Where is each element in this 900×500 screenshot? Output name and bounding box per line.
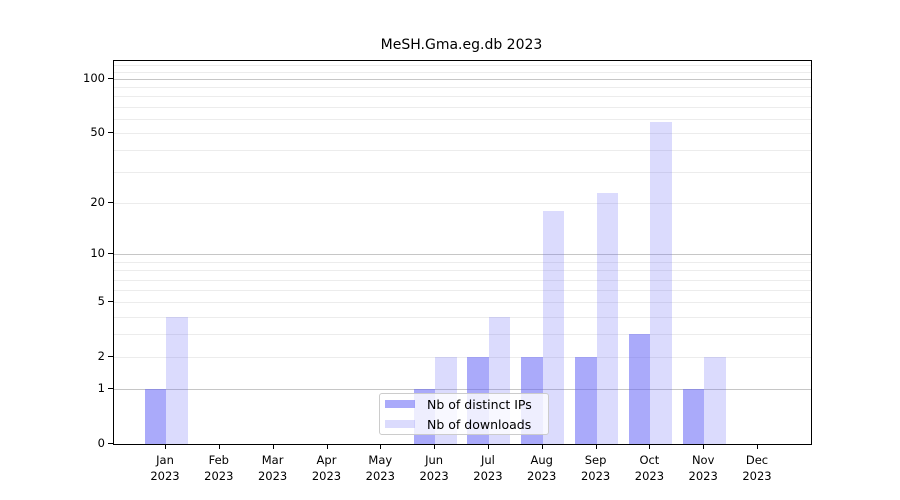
x-tick-label-jul: Jul 2023 xyxy=(473,453,503,483)
y-tick-2 xyxy=(108,356,113,358)
gridline-minor-80 xyxy=(114,96,811,98)
x-tick-feb xyxy=(218,444,220,449)
bar-oct-nb-of-downloads xyxy=(650,121,672,444)
gridline-minor-7 xyxy=(114,279,811,281)
gridline-minor-70 xyxy=(114,106,811,108)
gridline-minor-8 xyxy=(114,270,811,272)
plot-area: Nb of distinct IPs Nb of downloads xyxy=(113,60,812,445)
gridline-minor-6 xyxy=(114,290,811,292)
bars-layer xyxy=(114,61,811,444)
gridline-minor-60 xyxy=(114,118,811,120)
y-tick-label-10: 10 xyxy=(90,246,105,261)
x-tick-label-nov: Nov 2023 xyxy=(688,453,718,483)
y-tick-1 xyxy=(108,388,113,390)
gridline-major-100 xyxy=(114,79,811,80)
gridline-minor-3 xyxy=(114,334,811,336)
gridline-minor-20 xyxy=(114,203,811,205)
gridline-minor-9 xyxy=(114,261,811,263)
x-tick-label-oct: Oct 2023 xyxy=(634,453,665,483)
legend: Nb of distinct IPs Nb of downloads xyxy=(379,393,549,435)
bar-aug-nb-of-downloads xyxy=(542,211,565,444)
gridline-major-10 xyxy=(114,254,811,256)
y-tick-5 xyxy=(108,301,113,303)
x-tick-label-mar: Mar 2023 xyxy=(257,453,288,483)
gridline-minor-40 xyxy=(114,150,811,152)
y-tick-label-20: 20 xyxy=(90,195,105,210)
gridline-major-1 xyxy=(114,389,811,391)
y-tick-label-0: 0 xyxy=(97,436,105,450)
bar-jan-nb-of-downloads xyxy=(166,316,188,444)
gridline-minor-2 xyxy=(114,357,811,359)
bar-nov-nb-of-downloads xyxy=(704,357,726,444)
y-tick-50 xyxy=(108,132,113,133)
gridline-minor-90 xyxy=(114,87,811,89)
bar-jan-nb-of-distinct-ips xyxy=(144,389,166,444)
y-tick-label-50: 50 xyxy=(90,125,105,139)
y-tick-0 xyxy=(108,443,113,444)
x-tick-dec xyxy=(757,444,758,449)
x-tick-label-jan: Jan 2023 xyxy=(150,453,180,483)
y-tick-label-100: 100 xyxy=(83,71,105,85)
y-tick-10 xyxy=(108,253,113,255)
legend-label-downloads: Nb of downloads xyxy=(427,416,532,432)
x-tick-nov xyxy=(703,444,705,449)
y-tick-label-2: 2 xyxy=(97,349,105,364)
x-tick-mar xyxy=(272,444,274,449)
y-tick-20 xyxy=(108,202,113,204)
x-tick-apr xyxy=(326,444,328,449)
gridline-minor-30 xyxy=(114,172,811,174)
gridline-minor-50 xyxy=(114,133,811,134)
x-tick-label-jun: Jun 2023 xyxy=(419,453,449,483)
x-tick-label-sep: Sep 2023 xyxy=(580,453,611,483)
x-tick-label-feb: Feb 2023 xyxy=(204,453,234,483)
x-tick-oct xyxy=(649,444,651,449)
y-tick-100 xyxy=(108,78,113,79)
x-tick-jan xyxy=(165,444,166,449)
gridline-minor-5 xyxy=(114,302,811,304)
legend-label-distinct-ips: Nb of distinct IPs xyxy=(427,396,532,412)
x-tick-label-apr: Apr 2023 xyxy=(311,453,342,483)
legend-swatch-distinct-ips xyxy=(385,400,415,408)
legend-swatch-downloads xyxy=(385,420,415,428)
x-tick-label-aug: Aug 2023 xyxy=(527,453,557,483)
x-tick-jul xyxy=(487,444,489,449)
legend-item-downloads: Nb of downloads xyxy=(380,414,548,434)
x-tick-label-may: May 2023 xyxy=(365,453,395,483)
x-tick-jun xyxy=(434,444,436,449)
gridlines-layer xyxy=(114,61,811,444)
bar-nov-nb-of-distinct-ips xyxy=(682,389,705,444)
chart-title: MeSH.Gma.eg.db 2023 xyxy=(380,37,543,53)
bar-sep-nb-of-downloads xyxy=(596,192,619,444)
x-tick-aug xyxy=(541,444,543,449)
gridline-minor-4 xyxy=(114,316,811,318)
x-tick-label-dec: Dec 2023 xyxy=(742,453,772,483)
gridline-minor-110 xyxy=(114,71,811,73)
x-tick-may xyxy=(380,444,382,449)
y-tick-label-1: 1 xyxy=(97,381,105,396)
gridline-minor-120 xyxy=(114,64,811,66)
legend-item-distinct-ips: Nb of distinct IPs xyxy=(380,394,548,414)
x-tick-sep xyxy=(595,444,597,449)
y-tick-label-5: 5 xyxy=(97,294,105,309)
bar-sep-nb-of-distinct-ips xyxy=(575,357,597,444)
bar-oct-nb-of-distinct-ips xyxy=(628,334,651,444)
